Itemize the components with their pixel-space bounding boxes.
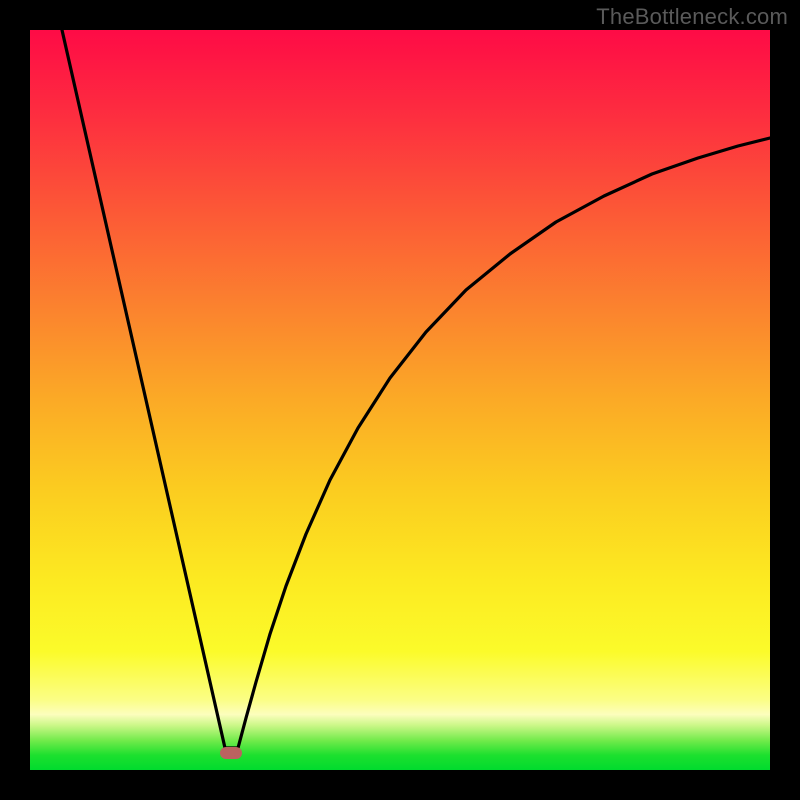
chart-frame: TheBottleneck.com <box>0 0 800 800</box>
optimal-marker <box>220 747 242 759</box>
watermark-text: TheBottleneck.com <box>596 4 788 30</box>
bottleneck-curve <box>30 30 770 770</box>
plot-area <box>30 30 770 770</box>
